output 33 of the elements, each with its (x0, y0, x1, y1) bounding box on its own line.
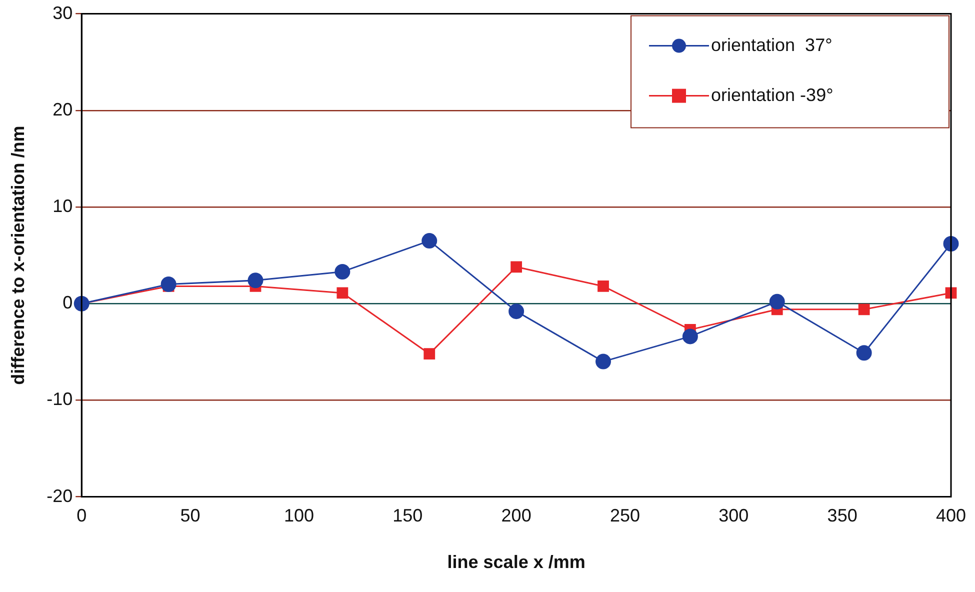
x-tick-label: 400 (936, 506, 966, 526)
x-tick-label: 150 (392, 506, 423, 526)
legend-label: orientation 37° (711, 34, 832, 55)
x-tick-label: 300 (718, 506, 749, 526)
point (424, 348, 436, 360)
point (422, 233, 438, 249)
point (856, 345, 872, 361)
point (334, 264, 350, 280)
point (595, 354, 611, 370)
point (248, 272, 264, 288)
point (858, 304, 870, 316)
y-tick-label: -20 (46, 486, 73, 506)
point (769, 294, 785, 310)
y-tick-label: 20 (52, 99, 73, 120)
point (598, 280, 609, 292)
y-tick-label: 0 (62, 292, 73, 313)
x-tick-label: 50 (180, 506, 200, 526)
point (336, 287, 348, 299)
x-tick-label: 200 (501, 506, 532, 526)
x-tick-label: 350 (827, 506, 858, 526)
y-axis-title: difference to x-orientation /nm (8, 126, 28, 385)
y-tick-label: 10 (52, 196, 73, 216)
y-tick-label: -10 (46, 389, 73, 410)
x-axis-title: line scale x /mm (447, 552, 586, 572)
point (510, 261, 522, 273)
y-tick-label: 30 (52, 2, 73, 23)
legend-label: orientation -39° (711, 84, 834, 105)
x-tick-label: 100 (284, 506, 314, 526)
point (508, 304, 524, 320)
point (160, 276, 176, 292)
x-tick-label: 250 (610, 506, 640, 526)
point (682, 328, 698, 344)
x-tick-label: 0 (76, 506, 87, 526)
